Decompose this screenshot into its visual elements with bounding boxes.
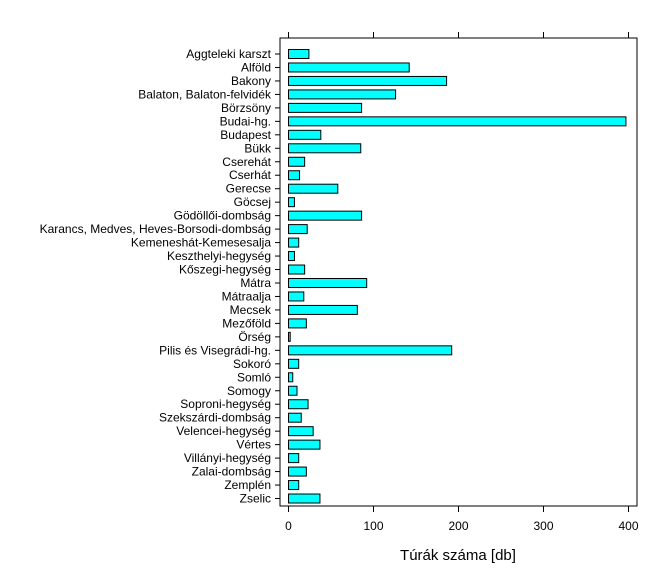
category-label-5: Budai-hg. xyxy=(220,114,271,128)
category-label-12: Gödöllői-dombság xyxy=(174,209,271,223)
category-label-26: Soproni-hegység xyxy=(180,397,271,411)
category-label-25: Somogy xyxy=(227,384,271,398)
bar-3 xyxy=(288,89,397,100)
bar-8 xyxy=(288,156,306,167)
bar-31 xyxy=(288,466,307,477)
category-label-1: Alföld xyxy=(241,60,271,74)
category-label-8: Cserehát xyxy=(222,155,271,169)
bar-1 xyxy=(288,62,410,73)
category-label-13: Karancs, Medves, Heves-Borsodi-dombság xyxy=(40,222,271,236)
bar-30 xyxy=(288,453,300,464)
bar-26 xyxy=(288,399,309,410)
category-label-0: Aggteleki karszt xyxy=(186,47,271,61)
category-label-32: Zemplén xyxy=(224,478,271,492)
bar-32 xyxy=(288,480,300,491)
bar-0 xyxy=(288,49,310,59)
bar-20 xyxy=(288,318,307,329)
bar-22 xyxy=(288,345,453,356)
category-label-31: Zalai-dombság xyxy=(192,465,271,479)
category-label-16: Kőszegi-hegység xyxy=(179,263,271,277)
x-tick-label-0: 0 xyxy=(285,519,292,533)
category-label-27: Szekszárdi-dombság xyxy=(159,411,271,425)
bar-6 xyxy=(288,129,322,140)
bar-24 xyxy=(288,372,294,383)
category-label-30: Villányi-hegység xyxy=(184,451,271,465)
bar-16 xyxy=(288,264,306,275)
bar-18 xyxy=(288,291,305,302)
bar-17 xyxy=(288,277,368,288)
bar-4 xyxy=(288,102,363,113)
category-label-3: Balaton, Balaton-felvidék xyxy=(138,87,272,101)
bar-25 xyxy=(288,385,298,396)
x-axis-ticks: 0 100 200 300 400 xyxy=(275,32,639,533)
x-tick-label-1: 100 xyxy=(363,519,383,533)
bar-5 xyxy=(288,116,627,127)
x-tick-label-3: 300 xyxy=(533,519,553,533)
category-label-6: Budapest xyxy=(220,128,271,142)
category-label-24: Somló xyxy=(237,370,271,384)
category-label-14: Kemeneshát-Kemesesalja xyxy=(131,236,271,250)
bar-14 xyxy=(288,237,300,248)
bar-10 xyxy=(288,183,339,194)
category-label-4: Börzsöny xyxy=(221,101,271,115)
bars-group xyxy=(288,49,627,504)
bar-21 xyxy=(288,331,291,342)
category-label-9: Cserhát xyxy=(229,168,272,182)
x-axis-title: Túrák száma [db] xyxy=(400,547,516,564)
category-label-20: Mezőföld xyxy=(222,316,271,330)
category-label-7: Bükk xyxy=(244,141,272,155)
bar-23 xyxy=(288,358,300,369)
bar-2 xyxy=(288,75,448,86)
category-label-10: Gerecse xyxy=(226,182,272,196)
bar-33 xyxy=(288,493,321,504)
category-label-23: Sokoró xyxy=(233,357,271,371)
category-label-21: Örség xyxy=(238,330,271,344)
category-label-22: Pilis és Visegrádi-hg. xyxy=(159,343,271,357)
bar-15 xyxy=(288,251,295,262)
category-label-17: Mátra xyxy=(240,276,271,290)
bar-19 xyxy=(288,304,358,315)
category-label-15: Keszthelyi-hegység xyxy=(167,249,271,263)
category-label-33: Zselic xyxy=(240,492,271,506)
bar-11 xyxy=(288,197,295,208)
bar-9 xyxy=(288,170,301,181)
category-label-18: Mátraalja xyxy=(222,289,272,303)
bar-27 xyxy=(288,412,302,423)
category-label-28: Velencei-hegység xyxy=(176,424,271,438)
category-label-19: Mecsek xyxy=(230,303,272,317)
category-label-29: Vértes xyxy=(236,438,271,452)
bar-28 xyxy=(288,426,314,437)
x-tick-label-2: 200 xyxy=(448,519,468,533)
x-tick-label-4: 400 xyxy=(618,519,638,533)
bar-29 xyxy=(288,439,321,450)
bar-7 xyxy=(288,143,362,154)
category-label-2: Bakony xyxy=(231,74,271,88)
category-label-11: Göcsej xyxy=(234,195,271,209)
bar-12 xyxy=(288,210,363,221)
bar-13 xyxy=(288,224,308,235)
